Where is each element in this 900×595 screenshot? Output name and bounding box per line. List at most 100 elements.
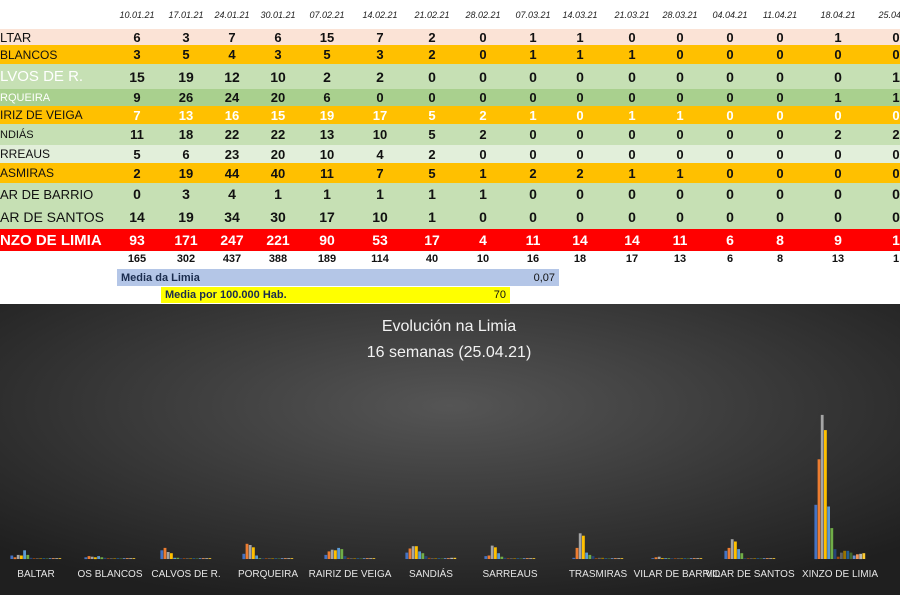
table-cell: 1 xyxy=(628,165,636,181)
table-cell: 7 xyxy=(376,29,384,45)
bar xyxy=(440,558,444,559)
table-cell: 2 xyxy=(428,47,436,62)
table-cell: 1 xyxy=(576,29,584,45)
table-cell: 10 xyxy=(372,127,388,142)
table-cell: 11 xyxy=(130,127,144,142)
bar xyxy=(730,539,734,559)
bar xyxy=(119,558,123,559)
bar xyxy=(186,558,189,559)
chart-subtitle: 16 semanas (25.04.21) xyxy=(367,344,532,361)
table-cell: 221 xyxy=(266,232,290,248)
table-row: LTAR 6 3 7 6 15 7 2 0 1 1 0 0 0 0 1 0 xyxy=(0,29,900,45)
bar xyxy=(510,558,513,559)
table-cell: 1 xyxy=(323,186,331,202)
table-cell: 2 xyxy=(576,165,584,181)
bar xyxy=(182,558,186,559)
x-tick-label: VILAR DE SANTOS xyxy=(705,569,795,580)
table-cell: 0 xyxy=(834,146,842,162)
bar xyxy=(208,558,212,559)
table-cell: 5 xyxy=(428,127,436,142)
table-cell: 17 xyxy=(372,107,388,123)
table-cell: 10 xyxy=(270,68,286,85)
table-cell: 7 xyxy=(376,165,384,181)
table-cell: 6 xyxy=(133,29,141,45)
table-cell: 93 xyxy=(129,232,145,248)
bar xyxy=(849,552,853,559)
table-cell: 0 xyxy=(834,165,842,181)
table-cell: 0 xyxy=(726,165,734,181)
table-cell: 0 xyxy=(892,146,900,162)
table-cell: 0 xyxy=(676,209,684,225)
bar xyxy=(490,545,494,559)
bar xyxy=(166,552,170,559)
table-cell: 0 xyxy=(529,68,537,85)
bar xyxy=(421,553,425,559)
bar xyxy=(772,558,776,559)
bar xyxy=(359,558,363,559)
municipality-name: NDIÁS xyxy=(0,128,34,141)
total-cell: 13 xyxy=(831,253,845,265)
table-cell: 2 xyxy=(376,68,384,85)
bar xyxy=(756,558,760,559)
table-cell: 5 xyxy=(133,146,141,162)
bar xyxy=(578,533,582,559)
bar xyxy=(833,549,837,559)
bar xyxy=(343,556,347,559)
total-cell: 10 xyxy=(476,253,490,265)
bar xyxy=(330,549,334,559)
bar xyxy=(192,558,196,559)
total-cell: 302 xyxy=(176,253,196,265)
table-cell: 1 xyxy=(892,232,900,248)
table-cell: 0 xyxy=(576,68,584,85)
table-cell: 22 xyxy=(224,127,240,142)
bar xyxy=(13,557,17,560)
bar xyxy=(651,558,655,559)
bar xyxy=(252,547,255,559)
bar xyxy=(163,547,167,559)
bar xyxy=(103,557,107,559)
table-cell: 0 xyxy=(676,146,684,162)
bar xyxy=(724,550,728,559)
table-cell: 6 xyxy=(323,90,331,105)
bar xyxy=(836,556,840,559)
table-cell: 0 xyxy=(776,165,784,181)
bar xyxy=(198,558,202,559)
media-limia-value: 0,07 xyxy=(533,271,555,284)
table-cell: 7 xyxy=(228,29,236,45)
table-cell: 0 xyxy=(133,186,141,202)
table-cell: 0 xyxy=(529,146,537,162)
table-cell: 1 xyxy=(479,165,487,181)
bar xyxy=(129,558,132,559)
bar xyxy=(132,558,136,559)
bar xyxy=(264,558,268,559)
bar xyxy=(87,556,91,559)
bar xyxy=(122,558,126,559)
bar xyxy=(427,557,431,559)
bar xyxy=(614,558,617,559)
table-cell: 5 xyxy=(182,47,190,62)
bar xyxy=(734,541,737,559)
table-cell: 2 xyxy=(428,29,436,45)
total-cell: 165 xyxy=(127,253,147,265)
bar xyxy=(55,558,58,559)
table-cell: 0 xyxy=(776,209,784,225)
table-cell: 0 xyxy=(479,146,487,162)
total-cell: 1 xyxy=(892,253,900,265)
table-cell: 11 xyxy=(525,232,541,248)
table-cell: 1 xyxy=(892,68,900,85)
municipality-name: AR DE SANTOS xyxy=(0,209,104,225)
table-cell: 0 xyxy=(529,186,537,202)
table-cell: 19 xyxy=(178,165,194,181)
bar xyxy=(20,555,23,559)
bar xyxy=(830,528,834,559)
bar xyxy=(604,558,608,559)
bar xyxy=(205,558,208,559)
table-cell: 0 xyxy=(576,209,584,225)
table-cell: 0 xyxy=(892,186,900,202)
table-cell: 10 xyxy=(372,209,388,225)
bar xyxy=(620,558,624,559)
table-cell: 4 xyxy=(228,47,236,62)
table-cell: 0 xyxy=(834,107,842,123)
bar xyxy=(32,558,36,559)
total-cell: 388 xyxy=(268,253,288,265)
